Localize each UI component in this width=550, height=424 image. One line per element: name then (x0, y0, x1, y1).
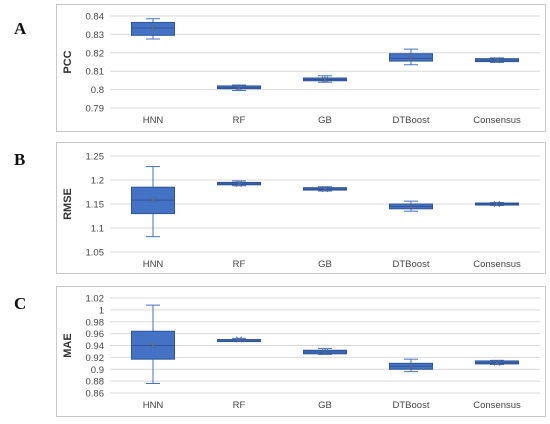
box-dtboost (389, 200, 433, 212)
y-axis-title: PCC (62, 50, 74, 73)
box-rf (217, 336, 261, 343)
x-category-label: GB (318, 259, 332, 270)
x-category-label: Consensus (473, 259, 521, 270)
mean-marker (407, 203, 415, 210)
mean-marker (321, 76, 329, 83)
box-body (131, 21, 175, 36)
panel-letter-a: A (14, 19, 27, 38)
y-tick-label: 0.92 (86, 353, 105, 364)
y-tick-label: 0.88 (86, 377, 105, 388)
y-tick-label: 0.9 (91, 365, 104, 376)
y-axis-title: MAE (62, 333, 74, 357)
mean-marker (235, 180, 243, 187)
x-category-label: Consensus (473, 400, 521, 411)
mean-marker (493, 57, 501, 64)
chart-frame-c (56, 286, 546, 417)
y-tick-label: 0.86 (86, 389, 105, 400)
box-consensus (475, 57, 519, 64)
mean-marker (321, 185, 329, 193)
y-tick-label: 1.05 (86, 248, 105, 259)
y-tick-label: 0.83 (86, 30, 105, 41)
y-tick-label: 1.15 (86, 200, 105, 211)
chart-frame-b (56, 142, 546, 274)
x-category-label: HNN (143, 115, 164, 126)
box-dtboost (389, 48, 433, 66)
y-tick-label: 1.1 (91, 224, 104, 235)
mean-marker (235, 336, 243, 343)
mean-marker (407, 55, 415, 62)
y-tick-label: 0.8 (91, 85, 104, 96)
x-category-label: DTBoost (393, 400, 430, 411)
mean-marker (149, 197, 157, 204)
box-hnn (131, 304, 175, 384)
y-tick-label: 0.96 (86, 329, 105, 340)
y-tick-label: 0.79 (86, 104, 105, 115)
chart-panel-b: 1.05 1.1 1.15 1.2 1.25 RMSE HNN RF GB DTBoost Cons… (56, 142, 546, 274)
box-consensus (475, 359, 519, 366)
x-category-label: GB (318, 400, 332, 411)
box-hnn (131, 166, 175, 238)
x-category-label: HNN (143, 259, 164, 270)
chart-panel-a: 0.79 0.8 0.81 0.82 0.83 0.84 PCC HNN RF GB DTBoost… (56, 4, 546, 132)
x-category-label: RF (233, 115, 246, 126)
x-category-label: RF (233, 259, 246, 270)
x-category-label: RF (233, 400, 246, 411)
box-gb (303, 75, 347, 83)
mean-marker (493, 200, 501, 208)
box-gb (303, 347, 347, 356)
y-tick-label: 0.98 (86, 317, 105, 328)
y-tick-label: 0.94 (86, 341, 105, 352)
x-category-label: DTBoost (393, 115, 430, 126)
mean-marker (149, 342, 157, 349)
y-tick-label: 0.82 (86, 48, 105, 59)
chart-frame-a (56, 4, 546, 132)
y-tick-label: 0.81 (86, 67, 105, 78)
box-hnn (131, 18, 175, 40)
mean-marker (235, 84, 243, 91)
x-category-label: Consensus (473, 115, 521, 126)
box-rf (217, 84, 261, 92)
mean-marker (407, 363, 415, 370)
x-category-label: GB (318, 115, 332, 126)
y-axis-title: RMSE (62, 188, 74, 220)
x-category-label: HNN (143, 400, 164, 411)
y-tick-label: 0.84 (86, 12, 105, 23)
y-tick-label: 1.25 (86, 152, 105, 163)
y-tick-label: 1.2 (91, 176, 104, 187)
box-rf (217, 180, 261, 187)
x-category-label: DTBoost (393, 259, 430, 270)
mean-marker (149, 24, 157, 32)
box-body (389, 53, 433, 62)
mean-marker (493, 359, 501, 366)
panel-letter-b: B (14, 150, 26, 169)
box-dtboost (389, 358, 433, 373)
y-tick-label: 1 (99, 305, 104, 316)
box-gb (303, 185, 347, 193)
y-tick-label: 1.02 (86, 294, 105, 305)
mean-marker (321, 348, 329, 356)
panel-letter-c: C (14, 294, 27, 313)
box-consensus (475, 200, 519, 208)
